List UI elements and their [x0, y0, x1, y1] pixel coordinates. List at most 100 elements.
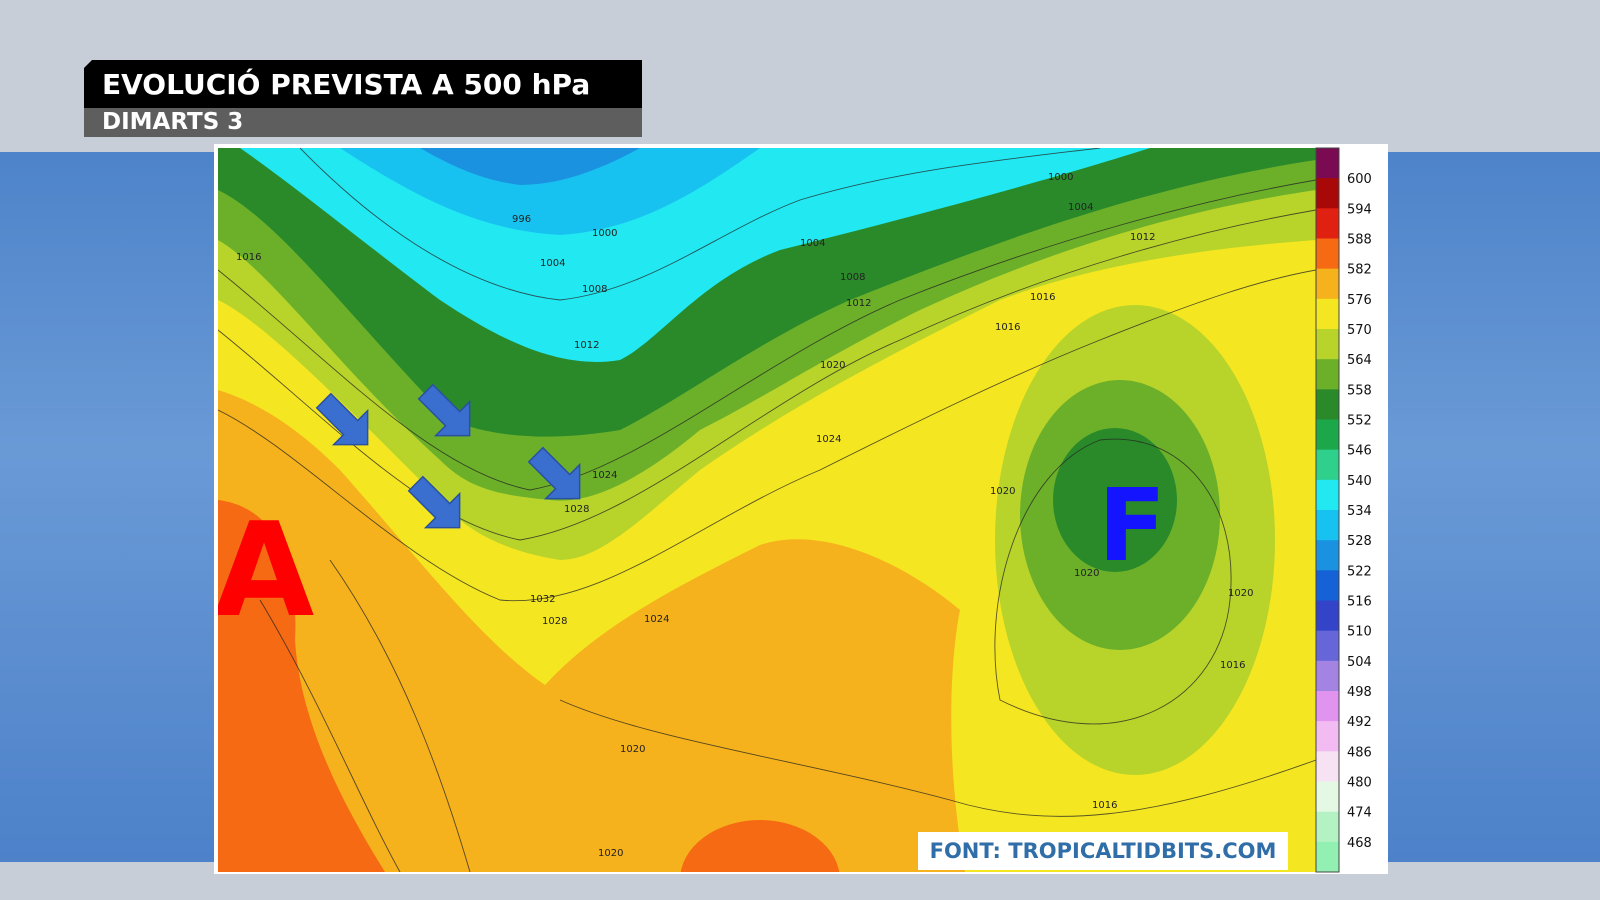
arrow — [407, 475, 461, 529]
isobar-label: 1028 — [542, 616, 567, 627]
colorbar-label: 468 — [1347, 836, 1372, 851]
colorbar-label: 528 — [1347, 534, 1372, 549]
source-text: FONT: TROPICALTIDBITS.COM — [930, 839, 1277, 863]
colorbar-label: 600 — [1347, 172, 1372, 187]
arrow — [527, 446, 581, 500]
isobar-label: 1024 — [816, 434, 841, 445]
isobar-label: 1004 — [1068, 202, 1093, 213]
colorbar-cell — [1316, 359, 1339, 390]
isobar-label: 1000 — [592, 228, 617, 239]
colorbar-label: 558 — [1347, 383, 1372, 398]
arrow — [315, 392, 369, 446]
isobar-label: 996 — [512, 214, 531, 225]
colorbar-cell — [1316, 751, 1339, 782]
isobar-label: 1020 — [1074, 568, 1099, 579]
isobar-label: 1020 — [598, 848, 623, 859]
colorbar-cell — [1316, 660, 1339, 692]
colorbar-label: 564 — [1347, 353, 1372, 368]
colorbar-cell — [1316, 721, 1339, 752]
colorbar-label: 534 — [1347, 504, 1372, 519]
isobar-label: 1004 — [540, 258, 565, 269]
colorbar-cell — [1316, 449, 1339, 481]
colorbar-label: 588 — [1347, 233, 1372, 248]
field-558 — [1053, 428, 1177, 572]
colorbar-cell — [1316, 841, 1339, 873]
colorbar-cell — [1316, 268, 1339, 300]
colorbar-cell — [1316, 148, 1339, 179]
colorbar-label: 522 — [1347, 564, 1372, 579]
isobar-labels: 996 1000 1004 1008 1012 1016 1000 1004 1… — [236, 172, 1253, 859]
colorbar-cell — [1316, 540, 1339, 571]
isobar-label: 1016 — [1220, 660, 1245, 671]
colorbar-label: 540 — [1347, 474, 1372, 489]
low-pressure-label: F — [1098, 467, 1166, 584]
subtitle-box — [84, 108, 642, 137]
colorbar-label: 516 — [1347, 595, 1372, 610]
isobar-label: 1008 — [582, 284, 607, 295]
isobar-label: 1020 — [1228, 588, 1253, 599]
colorbar-label: 582 — [1347, 263, 1372, 278]
colorbar-label: 504 — [1347, 655, 1372, 670]
isobar-label: 1024 — [644, 614, 669, 625]
isobar-label: 1020 — [820, 360, 845, 371]
isobars — [218, 148, 1316, 872]
isobar-label: 1012 — [846, 298, 871, 309]
field-528 — [340, 148, 760, 235]
high-pressure-label: A — [214, 494, 315, 646]
isobar-label: 1012 — [574, 340, 599, 351]
colorbar-label: 498 — [1347, 685, 1372, 700]
colorbar-cell — [1316, 630, 1339, 662]
colorbar-label: 576 — [1347, 293, 1372, 308]
field-522 — [420, 148, 640, 185]
colorbar-cell — [1316, 570, 1339, 601]
subtitle: DIMARTS 3 — [102, 109, 243, 135]
colorbar-cell — [1316, 298, 1339, 330]
isobar-label: 1020 — [620, 744, 645, 755]
colorbar-label: 546 — [1347, 444, 1372, 459]
colorbar-cell — [1316, 238, 1339, 270]
isobar-label: 1016 — [236, 252, 261, 263]
isobar-label: 1012 — [1130, 232, 1155, 243]
isobar-label: 1016 — [1092, 800, 1117, 811]
colorbar-label: 474 — [1347, 806, 1372, 821]
colorbar-label: 552 — [1347, 414, 1372, 429]
colorbar-label: 486 — [1347, 745, 1372, 760]
colorbar-cell — [1316, 600, 1339, 632]
arrow — [417, 383, 471, 437]
colorbar-cell — [1316, 329, 1339, 360]
isobar-label: 1024 — [592, 470, 617, 481]
colorbar-cell — [1316, 178, 1339, 209]
title-box — [84, 60, 642, 108]
colorbar-cell — [1316, 208, 1339, 239]
colorbar-frame — [1315, 147, 1340, 873]
colorbar-cell — [1316, 419, 1339, 451]
colorbar-cell — [1316, 510, 1339, 541]
colorbar-cell — [1316, 389, 1339, 420]
isobar-label: 1032 — [530, 594, 555, 605]
wind-arrows — [315, 383, 581, 529]
colorbar-label: 594 — [1347, 202, 1372, 217]
isobar-label: 1028 — [564, 504, 589, 515]
title: EVOLUCIÓ PREVISTA A 500 hPa — [102, 67, 590, 101]
colorbar: 600 594 588 582 576 570 564 558 552 546 540 534 528 5… — [1315, 147, 1372, 873]
colorbar-label: 480 — [1347, 776, 1372, 791]
field-588 — [218, 500, 385, 872]
colorbar-cell — [1316, 781, 1339, 813]
colorbar-label: 510 — [1347, 625, 1372, 640]
isobar-label: 1004 — [800, 238, 825, 249]
source-box — [918, 832, 1288, 870]
isobar-label: 1020 — [990, 486, 1015, 497]
colorbar-label: 492 — [1347, 715, 1372, 730]
colorbar-cell — [1316, 691, 1339, 722]
isobar-label: 1016 — [995, 322, 1020, 333]
map: 996 1000 1004 1008 1012 1016 1000 1004 1… — [214, 148, 1316, 872]
isobar-label: 1000 — [1048, 172, 1073, 183]
field-588 — [680, 820, 840, 872]
isobar-label: 1016 — [1030, 292, 1055, 303]
colorbar-cell — [1316, 479, 1339, 511]
isobar-label: 1008 — [840, 272, 865, 283]
colorbar-cell — [1316, 811, 1339, 843]
colorbar-label: 570 — [1347, 323, 1372, 338]
